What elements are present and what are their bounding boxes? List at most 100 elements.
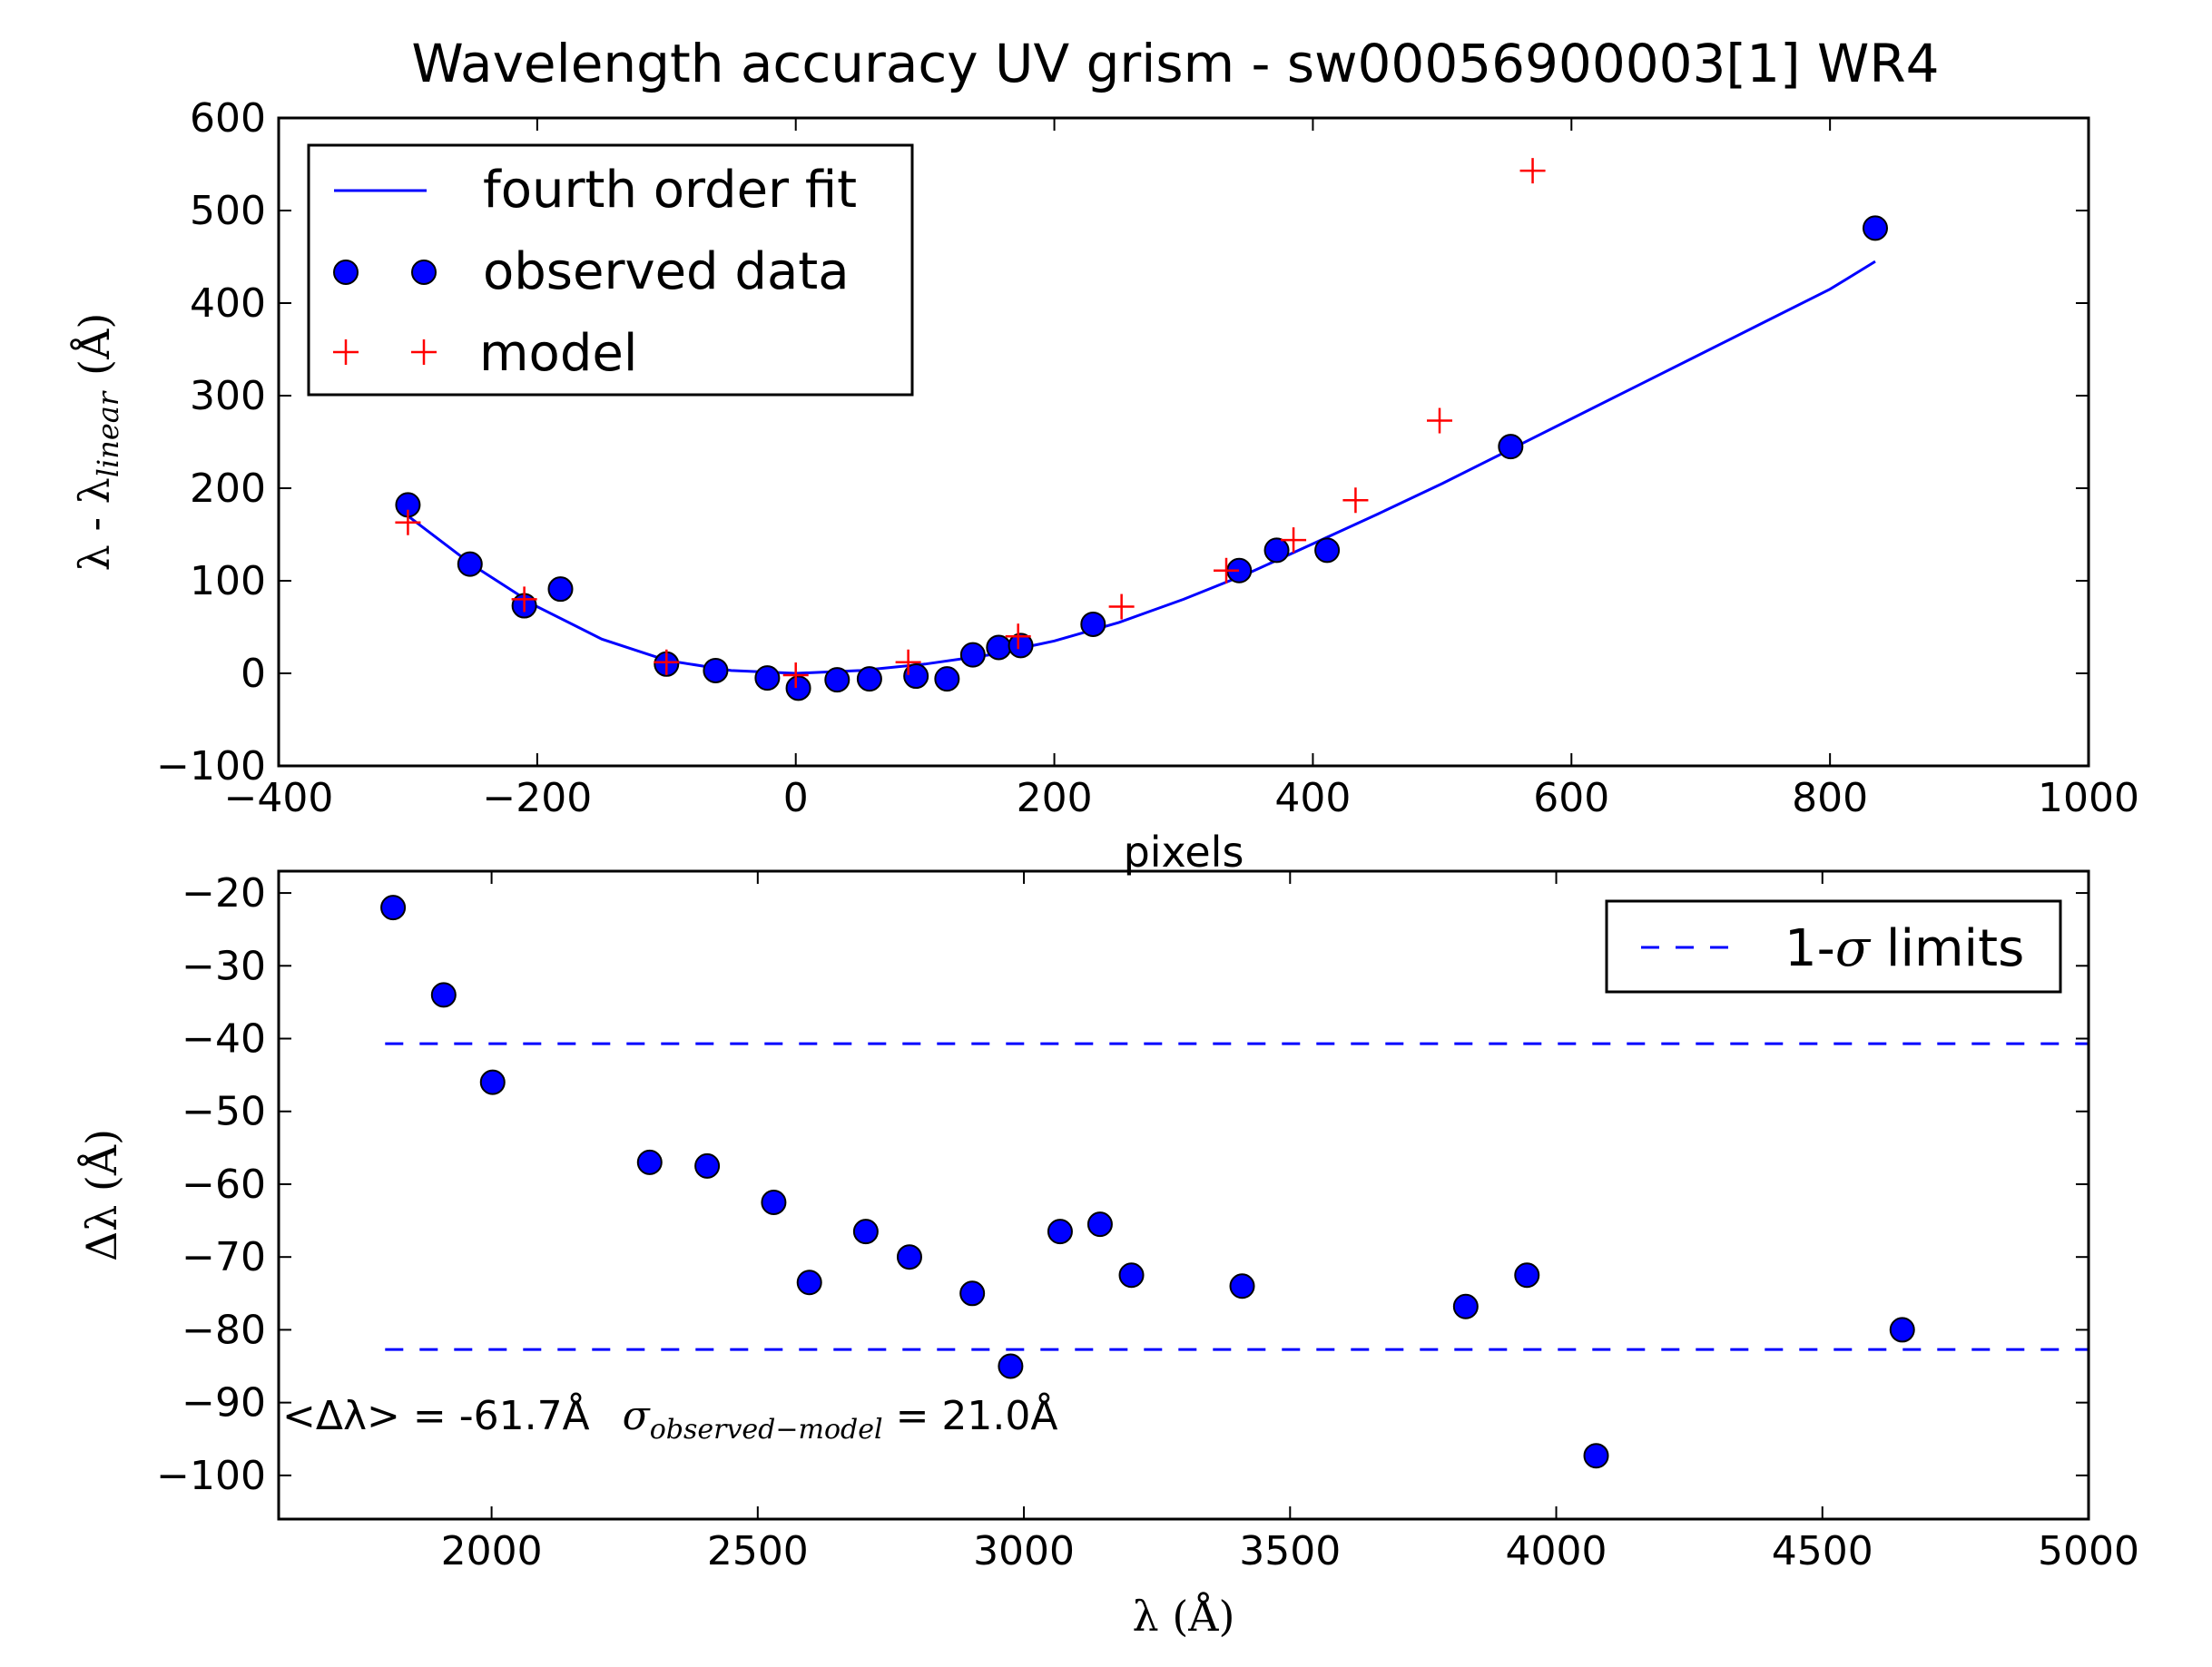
bottom-xtick-label: 4500 — [1772, 1528, 1873, 1574]
bottom-data-point — [1118, 1262, 1145, 1289]
legend-model-marker-2 — [411, 339, 437, 365]
bottom-ytick-label: −20 — [182, 870, 266, 917]
top-data-point — [903, 663, 929, 690]
bottom-ytick-label: −70 — [182, 1234, 266, 1280]
bottom-ytick-label: −60 — [182, 1162, 266, 1208]
top-data-point — [824, 667, 850, 693]
top-data-point — [785, 675, 811, 701]
top-xtick-label: −200 — [482, 775, 592, 821]
bottom-ytick-label: −40 — [182, 1016, 266, 1063]
top-model-point — [1342, 487, 1369, 514]
top-model-point — [1519, 158, 1546, 184]
top-data-point — [1314, 537, 1341, 564]
top-model-point — [1214, 557, 1240, 583]
top-data-point — [1080, 611, 1106, 637]
top-ylabel-unit: (Å) — [69, 313, 119, 376]
mean-offset-text: <Δλ> = -61.7Å — [282, 1391, 590, 1439]
top-data-point — [1263, 537, 1290, 564]
legend-observed-marker-2 — [411, 260, 437, 285]
top-title: Wavelength accuracy UV grism - sw0005690… — [411, 33, 1939, 94]
top-ytick-label: 300 — [190, 373, 266, 419]
bottom-data-point — [636, 1149, 663, 1175]
bottom-xtick-label: 5000 — [2038, 1528, 2139, 1574]
top-xtick-label: −400 — [224, 775, 334, 821]
top-xtick-label: 800 — [1792, 775, 1868, 821]
top-xtick-label: 1000 — [2038, 775, 2139, 821]
bottom-ytick-label: −100 — [156, 1453, 266, 1499]
legend-observed-marker-1 — [333, 260, 359, 285]
top-ylabel-sub: linear — [91, 390, 125, 477]
top-xtick-label: 0 — [783, 775, 809, 821]
top-data-point — [547, 576, 574, 603]
bottom-xtick-label: 2500 — [707, 1528, 809, 1574]
stats-annotation: <Δλ> = -61.7Å σobserved−model = 21.0Å — [282, 1391, 1058, 1446]
top-model-point — [511, 586, 537, 613]
legend-model-label: model — [479, 324, 637, 383]
bottom-ytick-label: −90 — [182, 1380, 266, 1427]
bottom-xlabel: λ (Å) — [1133, 1591, 1235, 1641]
top-data-point — [934, 666, 960, 692]
top-data-point — [986, 634, 1012, 661]
top-data-point — [754, 665, 781, 691]
sigma-value: = 21.0Å — [883, 1391, 1058, 1439]
legend-sigma-symbol: σ — [1835, 919, 1872, 978]
bottom-xtick-label: 3500 — [1239, 1528, 1341, 1574]
bottom-data-point — [479, 1069, 506, 1095]
top-data-point — [1862, 215, 1888, 241]
top-plot-layer — [395, 158, 1888, 701]
bottom-data-point — [998, 1353, 1024, 1379]
bottom-xtick-label: 4000 — [1506, 1528, 1607, 1574]
top-model-point — [395, 509, 421, 535]
legend-sigma-suffix: limits — [1870, 919, 2024, 978]
legend-sigma-label: 1-σ limits — [1784, 919, 2024, 978]
bottom-data-point — [896, 1244, 922, 1270]
top-model-point — [1108, 593, 1135, 620]
top-model-point — [895, 649, 921, 675]
bottom-xtick-label: 3000 — [973, 1528, 1075, 1574]
sigma-subscript: observed−model — [650, 1414, 883, 1446]
bottom-data-point — [761, 1190, 787, 1216]
bottom-ytick-label: −80 — [182, 1307, 266, 1353]
top-model-point — [782, 662, 809, 689]
bottom-data-point — [380, 895, 407, 921]
top-xlabel: pixels — [1124, 828, 1244, 877]
bottom-data-point — [1229, 1273, 1255, 1299]
top-data-point — [457, 551, 483, 577]
bottom-data-point — [1583, 1443, 1609, 1469]
sigma-symbol: σ — [623, 1393, 652, 1439]
bottom-xtick-label: 2000 — [441, 1528, 543, 1574]
legend-sigma-prefix: 1- — [1784, 919, 1835, 978]
bottom-data-point — [694, 1152, 721, 1179]
top-model-point — [1281, 527, 1307, 554]
top-data-point — [959, 642, 986, 668]
top-legend: fourth order fit observed data model — [307, 143, 914, 397]
top-axes-frame — [277, 116, 2090, 768]
bottom-data-point — [1047, 1219, 1073, 1245]
bottom-panel: 2000 2500 3000 3500 4000 4500 5000 −100 −90 −80 −7… — [76, 869, 2139, 1641]
top-ticks: −400 −200 0 200 400 600 800 1000 −100 0 100 200 300 4… — [156, 95, 2139, 821]
top-ytick-label: 600 — [190, 95, 266, 142]
bottom-axes-frame — [277, 869, 2090, 1521]
bottom-data-point — [1514, 1262, 1540, 1289]
top-data-point — [1008, 632, 1034, 659]
bottom-data-point — [852, 1219, 879, 1245]
top-ylabel: λ - λlinear (Å) — [69, 313, 125, 572]
top-legend-frame — [307, 143, 914, 397]
legend-fit-label: fourth order fit — [483, 161, 857, 220]
bottom-ytick-label: −50 — [182, 1089, 266, 1135]
top-xtick-label: 400 — [1274, 775, 1351, 821]
top-data-point — [703, 657, 729, 683]
top-xtick-label: 600 — [1533, 775, 1609, 821]
top-data-point — [856, 666, 882, 692]
legend-model-marker-1 — [333, 339, 359, 365]
top-model-point — [1005, 623, 1031, 650]
bottom-legend: 1-σ limits — [1605, 899, 2062, 994]
bottom-ylabel: Δλ (Å) — [76, 1129, 126, 1261]
bottom-data-point — [1086, 1211, 1113, 1238]
legend-observed-label: observed data — [483, 242, 850, 301]
bottom-ytick-label: −30 — [182, 943, 266, 989]
bottom-legend-frame — [1605, 899, 2062, 994]
bottom-data-point — [1889, 1317, 1915, 1343]
top-ytick-label: 500 — [190, 188, 266, 234]
